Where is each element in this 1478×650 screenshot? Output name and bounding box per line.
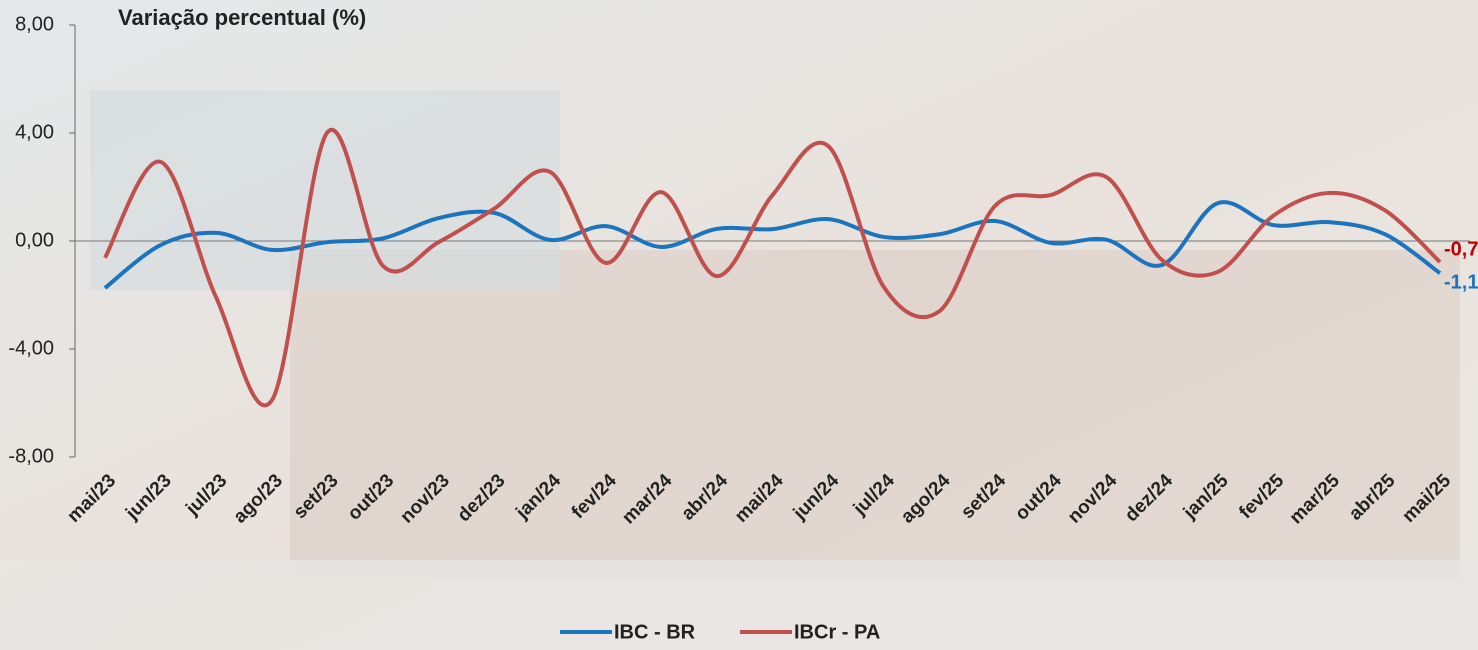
legend-label: IBCr - PA xyxy=(794,621,880,643)
data-label: -1,19 xyxy=(1444,271,1478,293)
series-line xyxy=(103,200,1442,290)
y-tick-label: 4,00 xyxy=(15,121,54,143)
y-tick-label: -4,00 xyxy=(8,337,54,359)
y-tick-label: -8,00 xyxy=(8,445,54,467)
axis-title: Variação percentual (%) xyxy=(118,5,366,30)
background-shape xyxy=(0,560,1478,650)
y-tick-label: 8,00 xyxy=(15,13,54,35)
background-shape xyxy=(290,250,1460,580)
background-shape xyxy=(90,90,560,290)
data-label: -0,78 xyxy=(1444,238,1478,260)
legend-label: IBC - BR xyxy=(614,621,696,643)
series-line xyxy=(103,127,1442,408)
y-tick-label: 0,00 xyxy=(15,229,54,251)
